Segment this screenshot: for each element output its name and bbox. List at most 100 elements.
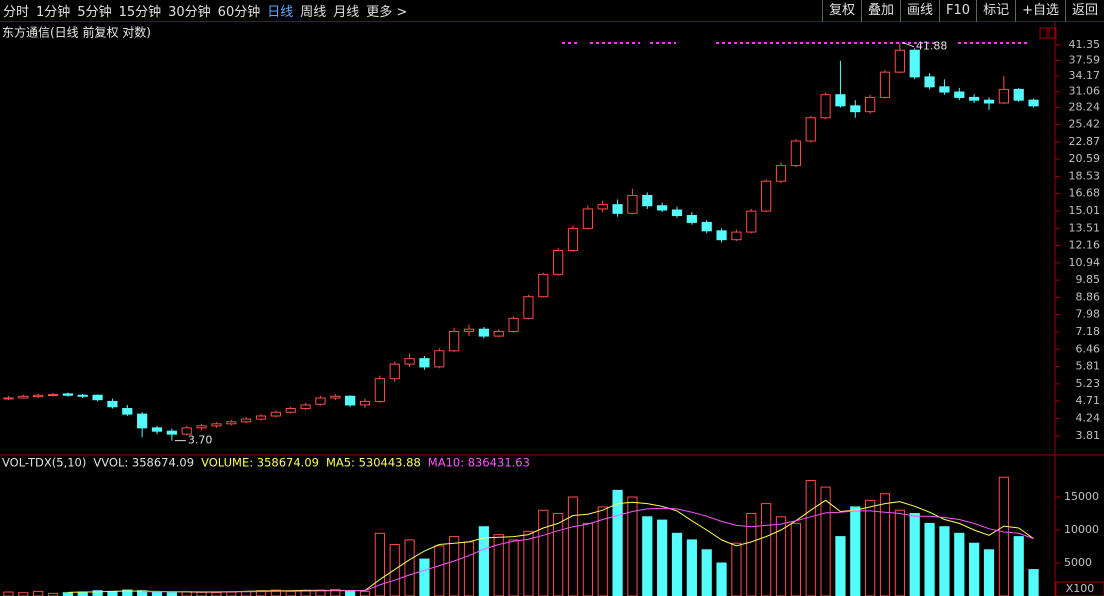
candle-body [137,413,148,429]
y-tick-label: 4.24 [1076,411,1101,424]
y-tick-label: 7.98 [1076,308,1101,321]
candle-body [686,215,697,223]
annotation-label: 3.70 [188,434,213,447]
volume-bar [924,522,935,596]
candle-body [983,99,995,104]
candle-body [359,400,371,406]
y-tick-label: 37.59 [1069,53,1101,66]
volume-bar [478,526,489,596]
volume-bar [33,590,44,596]
volume-bar [627,496,638,596]
candle-body [775,165,787,182]
menu-item[interactable]: F10 [939,0,976,22]
volume-bar [657,519,668,596]
volume-legend: VOLUME: 358674.09 [201,456,319,470]
candle-body [478,328,489,337]
candle-body [954,91,965,98]
volume-bar [865,499,876,596]
candle-body [449,330,460,352]
period-menu: 分时 1分钟 5分钟 15分钟 30分钟 60分钟 日线 周线 月线 更多 > [0,0,411,21]
menu-item[interactable]: 30分钟 [168,5,211,20]
window-icon [1039,27,1048,39]
y-tick-label: 15000 [1064,490,1099,503]
volume-bar [345,590,356,596]
menu-item[interactable]: 更多 > [366,5,408,20]
unit-box [1055,581,1104,596]
menu-item[interactable]: 5分钟 [77,5,112,20]
volume-bar [909,513,920,596]
menu-item[interactable]: 画线 [900,0,939,22]
volume-bar [582,522,593,596]
candle-body [315,397,326,405]
volume-bar [538,509,549,596]
y-tick-label: 12.16 [1069,239,1101,252]
candle-body [894,49,905,73]
menu-item[interactable]: 60分钟 [217,5,261,20]
candle-body [998,88,1009,104]
candle-body [582,208,593,229]
y-tick-label: 25.42 [1069,118,1101,131]
candle-body [939,86,950,93]
candle-body [463,328,475,332]
volume-bar [523,530,534,596]
menu-item[interactable]: 返回 [1064,0,1104,22]
volume-legend: MA10: 836431.63 [428,456,530,470]
candle-body [627,194,638,214]
candle-body [508,317,519,332]
volume-bar [285,590,296,596]
candle-body [850,105,861,113]
y-tick-label: 18.53 [1069,169,1101,182]
menu-item[interactable]: 日线 [267,5,294,20]
volume-bar [894,509,905,596]
menu-item[interactable]: 月线 [333,5,360,20]
y-tick-label: 5.81 [1076,360,1101,373]
volume-bar [92,590,103,596]
candle-body [865,96,876,113]
annotation-label: 41.88 [916,40,948,53]
volume-bar [969,542,980,596]
y-tick-label: 28.24 [1069,100,1101,113]
volume-bar [449,536,460,596]
candle-body [166,430,177,435]
candle-body [746,210,757,233]
candle-body [62,393,73,396]
candle-body [434,350,445,368]
volume-bar [612,489,623,596]
volume-bar [151,591,163,596]
volume-bar [983,549,995,596]
tool-menu: 复权 叠加 画线 F10 标记 +自选 返回 [821,0,1104,22]
menu-item[interactable]: 分时 [3,5,30,20]
menu-item[interactable]: 复权 [821,0,861,22]
candle-body [241,418,252,423]
volume-bar [775,516,787,596]
volume-bar [835,536,846,596]
menu-item[interactable]: 叠加 [861,0,900,22]
candle-body [671,209,683,217]
y-tick-label: 10000 [1064,523,1099,536]
menu-item[interactable]: 标记 [976,0,1015,22]
volume-bar [746,513,757,596]
candle-body [211,423,222,427]
menu-item[interactable]: 周线 [300,5,327,20]
candle-body [1028,99,1039,107]
candle-body [835,94,846,107]
y-tick-label: 5000 [1064,556,1092,569]
volume-legend: VOL-TDX(5,10) [2,456,86,470]
candle-body [181,427,192,435]
volume-bar [939,526,950,596]
volume-bar [716,562,727,596]
menu-item[interactable]: 1分钟 [36,5,71,20]
candle-body [805,117,816,142]
candle-body [567,227,579,251]
candle-body [330,395,341,399]
menu-item[interactable]: 15分钟 [118,5,162,20]
volume-bar [820,486,831,596]
volume-bar [954,532,965,596]
y-tick-label: 10.94 [1069,256,1101,269]
volume-bar [761,503,772,596]
volume-bar [463,541,475,596]
candle-body [761,180,772,212]
menu-item[interactable]: +自选 [1015,0,1065,22]
